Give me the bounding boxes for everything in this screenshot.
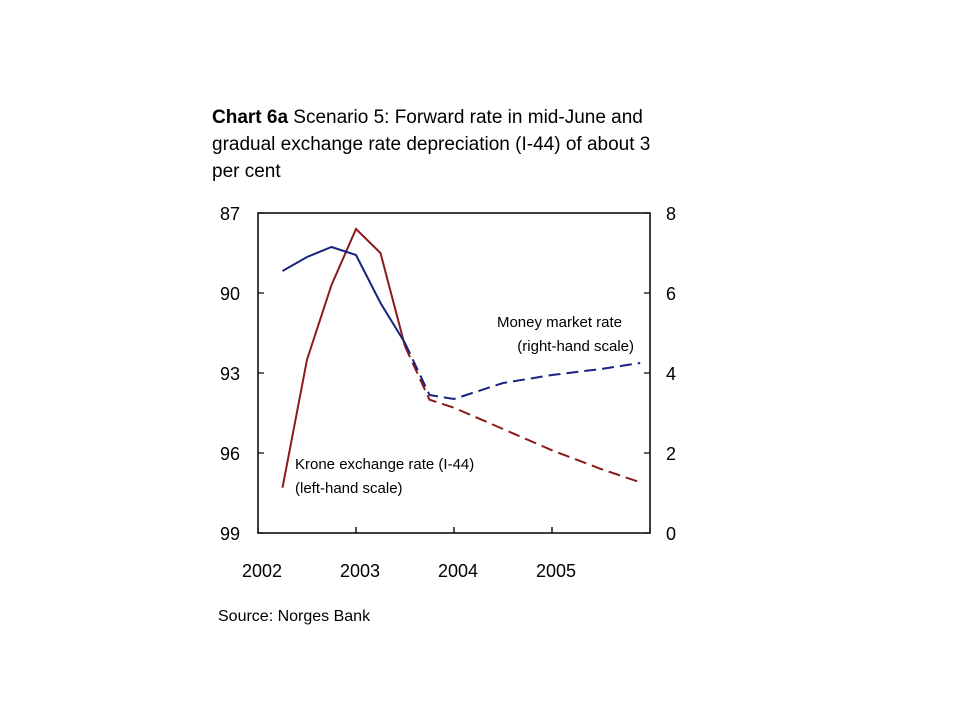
series-label-krone-line1: Krone exchange rate (I-44) [295,456,474,473]
series-label-money-line1: Money market rate [497,314,622,331]
right-axis-tick-label: 6 [666,284,676,304]
left-axis-tick-label: 90 [220,284,240,304]
series-1-dashed-line [404,342,641,401]
x-axis-tick-label: 2004 [438,561,478,581]
x-axis-tick-label: 2002 [242,561,282,581]
series-0-solid-line [281,227,406,488]
series-0-dashed-line [404,345,641,484]
chart-title: Chart 6a Scenario 5: Forward rate in mid… [212,104,682,185]
series-label-money-line2: (right-hand scale) [517,338,634,355]
chart-number: Chart 6a [212,107,289,128]
left-axis-tick-label: 93 [220,364,240,384]
chart-title-text: Scenario 5: Forward rate in mid-June and… [212,107,651,182]
right-axis-tick-label: 0 [666,524,676,544]
source-note: Source: Norges Bank [218,608,371,625]
right-axis-tick-label: 2 [666,444,676,464]
left-axis-tick-label: 99 [220,524,240,544]
x-axis-tick-label: 2003 [340,561,380,581]
series-label-krone-line2: (left-hand scale) [295,480,403,497]
right-axis-tick-label: 4 [666,364,676,384]
right-axis-tick-label: 8 [666,204,676,224]
series-1-solid-line [282,245,406,344]
left-axis-tick-label: 87 [220,204,240,224]
x-axis-tick-label: 2005 [536,561,576,581]
left-axis-tick-label: 96 [220,444,240,464]
